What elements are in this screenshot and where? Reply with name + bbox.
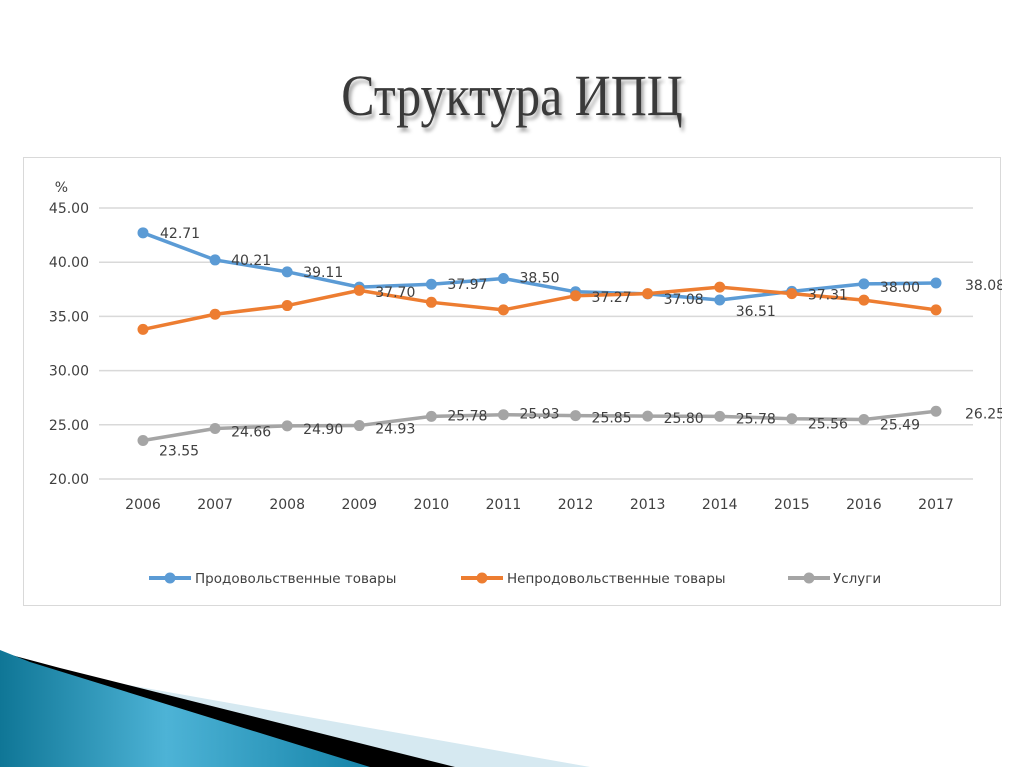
data-point[interactable] [570,290,582,302]
y-tick-label: 35.00 [49,309,89,325]
data-point[interactable] [497,409,509,421]
x-tick-label: 2008 [269,497,305,513]
x-tick-label: 2014 [702,497,738,513]
data-point[interactable] [353,420,365,432]
y-tick-label: 25.00 [49,418,89,434]
legend-marker [164,572,176,584]
x-tick-label: 2015 [774,497,810,513]
data-label: 37.97 [447,277,487,293]
data-point[interactable] [425,296,437,308]
data-point[interactable] [281,420,293,432]
x-tick-label: 2007 [197,497,233,513]
x-tick-label: 2006 [125,497,161,513]
data-point[interactable] [209,308,221,320]
y-axis-unit-label: % [55,180,68,196]
data-label: 37.27 [592,290,632,306]
data-point[interactable] [714,410,726,422]
data-point[interactable] [930,304,942,316]
data-label: 36.51 [736,304,776,320]
data-point[interactable] [714,281,726,293]
data-point[interactable] [714,294,726,306]
y-tick-label: 30.00 [49,364,89,380]
data-label: 37.70 [375,285,415,301]
data-point[interactable] [425,410,437,422]
data-label: 40.21 [231,253,271,269]
series-line [142,285,937,332]
data-label: 25.85 [592,411,632,427]
line-chart: % 20.00 25.00 30.00 35.00 40.00 45.00 2006 2007 2… [49,180,1005,587]
light-blue-wedge [0,655,590,767]
data-point[interactable] [281,266,293,278]
data-point[interactable] [425,278,437,290]
black-wedge [0,652,455,767]
legend-label[interactable]: Услуги [833,571,881,587]
data-label: 38.00 [880,280,920,296]
data-point[interactable] [353,284,365,296]
x-tick-label: 2011 [486,497,522,513]
data-point[interactable] [642,288,654,300]
slide-title: Структура ИПЦ [341,63,683,128]
data-label: 37.08 [664,292,704,308]
data-point[interactable] [497,304,509,316]
x-tick-label: 2016 [846,497,882,513]
series-line [142,409,937,443]
data-point[interactable] [858,278,870,290]
data-point[interactable] [209,254,221,266]
x-tick-label: 2012 [558,497,594,513]
legend-label[interactable]: Непродовольственные товары [507,571,726,587]
data-point[interactable] [137,227,149,239]
x-tick-label: 2017 [918,497,954,513]
data-point[interactable] [930,277,942,289]
data-label: 38.08 [965,278,1002,294]
data-label: 38.50 [519,270,559,286]
data-point[interactable] [858,413,870,425]
series-line [142,231,937,302]
data-label: 26.25 [965,406,1002,422]
data-point[interactable] [786,288,798,300]
data-label: 24.90 [303,422,343,438]
chart-frame: % 20.00 25.00 30.00 35.00 40.00 45.00 2006 2007 2… [23,157,1005,606]
blue-wedge [0,650,370,767]
data-point[interactable] [858,294,870,306]
data-label: 25.49 [880,417,920,433]
data-label: 37.31 [808,287,848,303]
x-tick-label: 2010 [414,497,450,513]
data-label: 25.78 [736,411,776,427]
legend-marker [803,572,815,584]
data-point[interactable] [137,323,149,335]
data-point[interactable] [209,422,221,434]
y-tick-label: 20.00 [49,472,89,488]
data-label: 23.55 [159,444,199,460]
data-label: 24.66 [231,424,271,440]
x-tick-label: 2009 [341,497,377,513]
data-point[interactable] [930,405,942,417]
data-point[interactable] [786,413,798,425]
data-label: 24.93 [375,422,415,438]
data-label: 39.11 [303,265,343,281]
legend-label[interactable]: Продовольственные товары [195,571,396,587]
data-label: 25.80 [664,411,704,427]
data-point[interactable] [497,272,509,284]
y-tick-label: 40.00 [49,255,89,271]
data-label: 25.78 [447,408,487,424]
x-tick-label: 2013 [630,497,666,513]
data-point[interactable] [137,435,149,447]
data-label: 25.56 [808,417,848,433]
data-label: 42.71 [160,226,200,242]
data-point[interactable] [281,300,293,312]
legend-marker [476,572,488,584]
y-tick-label: 45.00 [49,201,89,217]
data-point[interactable] [570,410,582,422]
data-point[interactable] [642,410,654,422]
data-label: 25.93 [519,407,559,423]
